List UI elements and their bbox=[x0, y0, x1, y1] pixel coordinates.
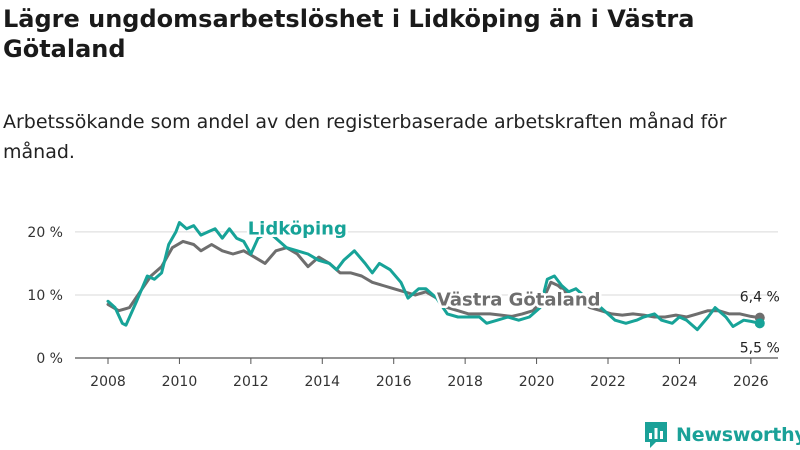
end-value-label: 6,4 % bbox=[740, 290, 780, 306]
series-annotation: Västra Götaland bbox=[437, 290, 601, 311]
end-point-marker bbox=[754, 318, 765, 329]
end-value-label: 5,5 % bbox=[740, 340, 780, 356]
series-line-västra-götaland bbox=[106, 239, 762, 320]
x-tick-label: 2022 bbox=[590, 374, 626, 390]
chart-title: Lägre ungdomsarbetslöshet i Lidköping än… bbox=[3, 5, 695, 63]
chart-subtitle: Arbetssökande som andel av den registerb… bbox=[3, 111, 727, 163]
x-tick-label: 2016 bbox=[376, 374, 412, 390]
newsworthy-logo-icon bbox=[645, 422, 667, 448]
x-tick-label: 2012 bbox=[233, 374, 269, 390]
y-tick-label: 0 % bbox=[36, 351, 63, 367]
x-tick-label: 2026 bbox=[733, 374, 769, 390]
x-tick-label: 2014 bbox=[304, 374, 340, 390]
series-annotation: Lidköping bbox=[248, 218, 347, 239]
y-tick-label: 10 % bbox=[27, 288, 63, 304]
x-tick-label: 2020 bbox=[519, 374, 555, 390]
x-tick-label: 2024 bbox=[662, 374, 698, 390]
x-tick-label: 2010 bbox=[162, 374, 198, 390]
y-tick-label: 20 % bbox=[27, 225, 63, 241]
brand-label: Newsworthy bbox=[676, 424, 800, 446]
x-tick-label: 2018 bbox=[447, 374, 483, 390]
newsworthy-brand[interactable]: Newsworthy bbox=[643, 420, 800, 450]
x-tick-label: 2008 bbox=[90, 374, 126, 390]
series-line-lidköping bbox=[106, 221, 762, 332]
